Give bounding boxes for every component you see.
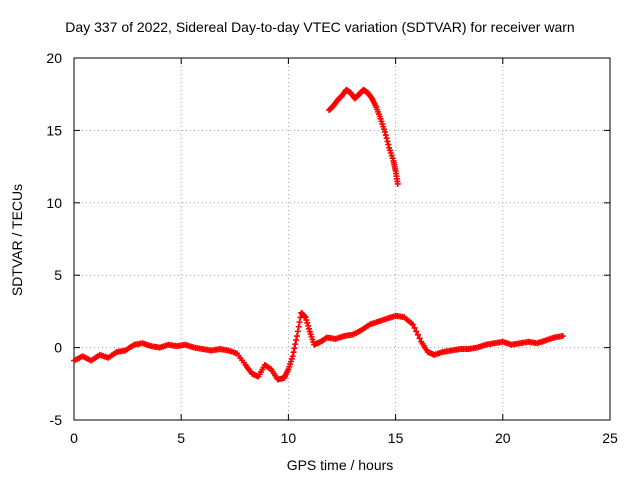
data-point-marker xyxy=(304,319,311,326)
data-point-marker xyxy=(303,317,310,324)
data-point-marker xyxy=(295,323,302,330)
data-point-marker xyxy=(294,328,301,335)
data-point-marker xyxy=(559,333,566,340)
chart-title: Day 337 of 2022, Sidereal Day-to-day VTE… xyxy=(65,19,575,35)
data-point-marker xyxy=(413,328,420,335)
data-points xyxy=(71,86,566,383)
data-point-marker xyxy=(385,141,392,148)
data-point-marker xyxy=(394,180,401,187)
data-point-marker xyxy=(296,319,303,326)
x-tick-label: 5 xyxy=(177,430,185,446)
y-tick-label: 15 xyxy=(46,122,62,138)
data-point-marker xyxy=(383,135,390,142)
x-tick-label: 0 xyxy=(70,430,78,446)
x-axis-label: GPS time / hours xyxy=(286,457,394,473)
x-tick-label: 15 xyxy=(388,430,404,446)
data-point-marker xyxy=(289,353,296,360)
data-point-marker xyxy=(293,333,300,340)
data-point-marker xyxy=(409,321,416,328)
y-axis-ticks: -5 0 5 10 15 20 xyxy=(46,50,610,428)
data-point-marker xyxy=(291,345,298,352)
series-sdtvar-high xyxy=(326,86,401,187)
x-tick-label: 20 xyxy=(495,430,511,446)
x-axis-ticks: 0 5 10 15 20 25 xyxy=(70,58,618,446)
data-point-marker xyxy=(416,335,423,342)
y-tick-label: 20 xyxy=(46,50,62,66)
y-tick-label: 10 xyxy=(46,195,62,211)
data-point-marker xyxy=(382,132,389,139)
y-tick-label: -5 xyxy=(50,412,63,428)
x-tick-label: 25 xyxy=(602,430,618,446)
data-point-marker xyxy=(414,331,421,338)
data-point-marker xyxy=(292,341,299,348)
data-point-marker xyxy=(411,324,418,331)
data-point-marker xyxy=(381,128,388,135)
y-axis-label: SDTVAR / TECUs xyxy=(9,183,25,297)
data-point-marker xyxy=(305,325,312,332)
y-tick-label: 0 xyxy=(54,340,62,356)
y-tick-label: 5 xyxy=(54,267,62,283)
data-point-marker xyxy=(290,349,297,356)
x-tick-label: 10 xyxy=(281,430,297,446)
series-sdtvar-main xyxy=(71,309,566,383)
grid-lines xyxy=(74,58,610,420)
data-point-marker xyxy=(384,138,391,145)
data-point-marker xyxy=(301,313,308,320)
data-point-marker xyxy=(305,322,312,329)
plot-border xyxy=(73,57,611,421)
data-point-marker xyxy=(302,314,309,321)
data-point-marker xyxy=(293,337,300,344)
